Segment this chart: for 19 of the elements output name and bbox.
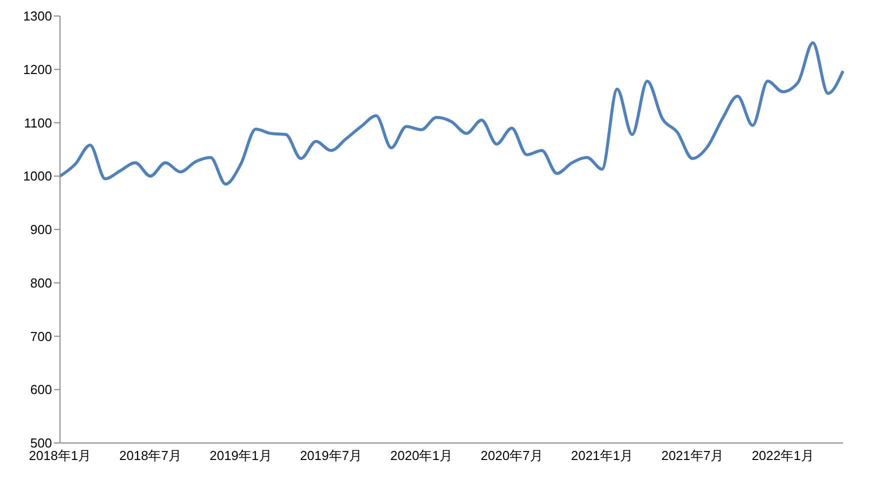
y-tick-label: 1100 [24,115,52,130]
x-tick-label: 2019年1月 [210,448,272,464]
y-tick-label: 1300 [23,8,52,24]
line-series [58,41,844,186]
y-tick-label: 600 [30,382,52,398]
x-tick-label: 2022年1月 [752,448,814,464]
x-tick-label: 2020年7月 [480,448,543,464]
x-tick-label: 2021年7月 [661,448,724,464]
x-tick-label: 2018年7月 [119,448,182,464]
y-tick-label: 800 [30,275,52,290]
x-tick-label: 2019年7月 [300,448,362,464]
x-tick-label: 2018年1月 [28,448,92,464]
y-tick-label: 1000 [23,168,52,184]
x-tick-label: 2020年1月 [390,448,452,464]
y-tick-label: 500 [30,436,52,451]
y-tick-label: 700 [30,328,52,344]
x-tick-label: 2021年1月 [571,448,634,464]
y-tick-label: 900 [30,222,52,238]
y-tick-label: 1200 [23,62,52,77]
